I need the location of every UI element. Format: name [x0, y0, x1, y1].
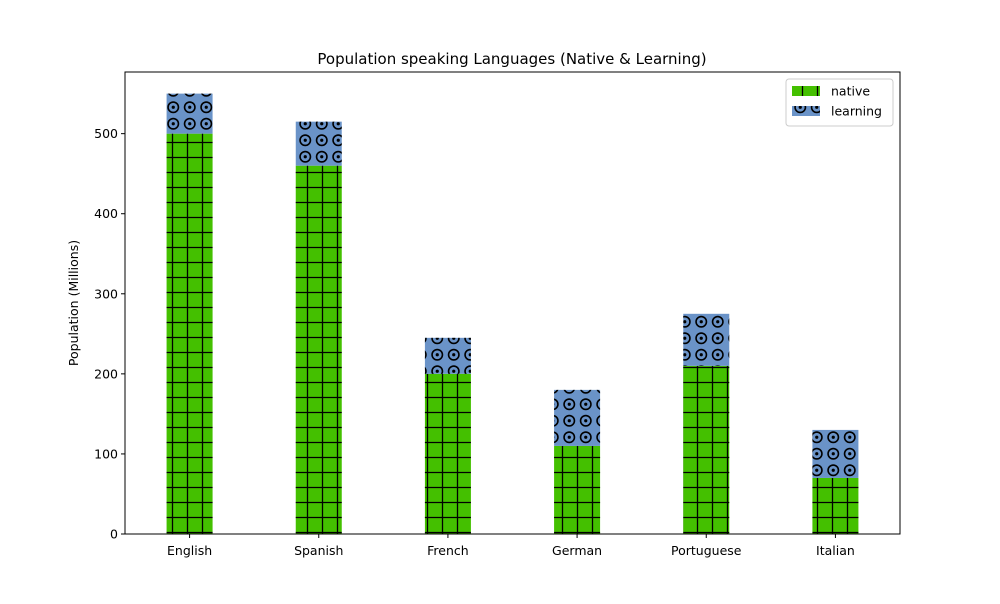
- y-tick-label-200: 200: [94, 366, 118, 381]
- bar-hatch-learning-french: [424, 337, 471, 374]
- plot-frame: [124, 71, 901, 535]
- y-tick-label-500: 500: [94, 126, 118, 141]
- legend-swatch-native-hatch: [792, 86, 820, 96]
- x-tick-label-portuguese: Portuguese: [671, 543, 742, 558]
- bar-hatch-learning-portuguese: [683, 313, 730, 366]
- y-tick-label-0: 0: [110, 527, 118, 542]
- chart-title: Population speaking Languages (Native & …: [317, 50, 706, 68]
- bar-hatch-native-english: [166, 133, 213, 534]
- x-tick-label-german: German: [552, 543, 602, 558]
- y-axis: 0 100 200 300 400 500: [94, 126, 125, 542]
- y-tick-label-300: 300: [94, 286, 118, 301]
- legend-entry-native: native: [792, 84, 870, 99]
- bar-hatch-learning-german: [554, 389, 601, 446]
- x-tick-label-italian: Italian: [816, 543, 855, 558]
- legend-entry-learning: learning: [792, 104, 882, 119]
- x-tick-label-french: French: [427, 543, 469, 558]
- legend: native learning: [785, 78, 894, 127]
- legend-label-native: native: [831, 84, 870, 99]
- y-tick-label-400: 400: [94, 206, 118, 221]
- bar-hatch-learning-english: [166, 93, 213, 134]
- legend-swatch-learning-hatch: [792, 106, 820, 116]
- bar-hatch-learning-spanish: [295, 121, 342, 166]
- x-tick-label-english: English: [167, 543, 212, 558]
- x-tick-label-spanish: Spanish: [294, 543, 343, 558]
- bar-hatch-learning-italian: [812, 429, 859, 478]
- bars-layer: [166, 93, 859, 535]
- bar-hatch-native-german: [554, 445, 601, 534]
- y-axis-label: Population (Millions): [66, 240, 81, 366]
- bar-hatch-native-portuguese: [683, 365, 730, 534]
- bar-hatch-native-french: [424, 373, 471, 534]
- bar-hatch-native-spanish: [295, 165, 342, 535]
- bar-hatch-native-italian: [812, 477, 859, 534]
- y-tick-label-100: 100: [94, 446, 118, 461]
- x-axis: English Spanish French German Portuguese Ital…: [167, 534, 855, 558]
- legend-label-learning: learning: [831, 104, 882, 119]
